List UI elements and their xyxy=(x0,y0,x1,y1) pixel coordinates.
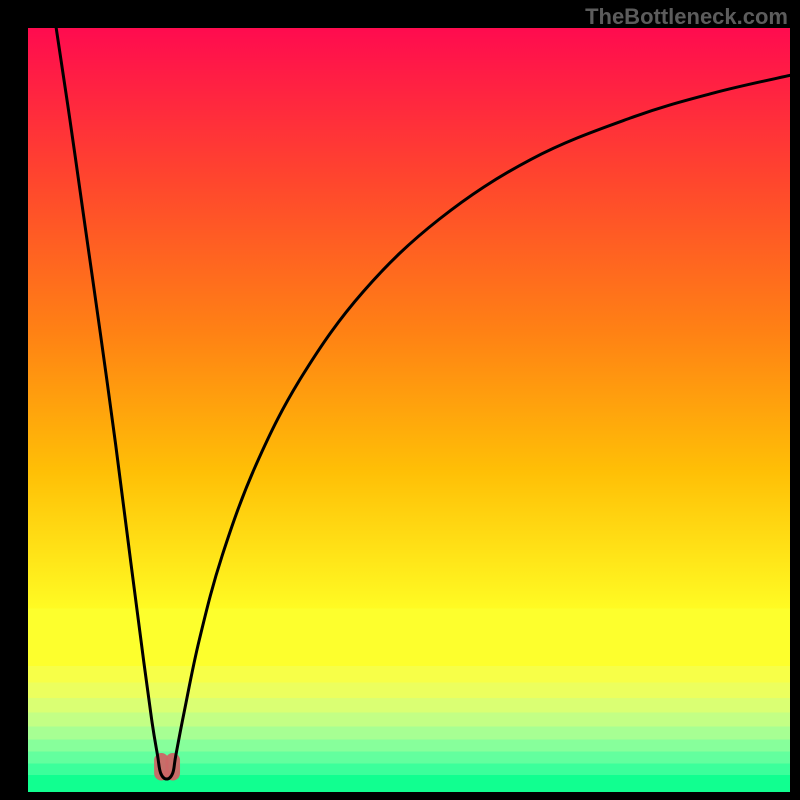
plot-area xyxy=(28,28,790,792)
attribution-text: TheBottleneck.com xyxy=(585,4,788,30)
bottleneck-curve xyxy=(28,28,790,792)
figure-border-left xyxy=(0,0,28,800)
figure-border-bottom xyxy=(0,792,800,800)
figure-container: TheBottleneck.com xyxy=(0,0,800,800)
figure-border-right xyxy=(790,0,800,800)
